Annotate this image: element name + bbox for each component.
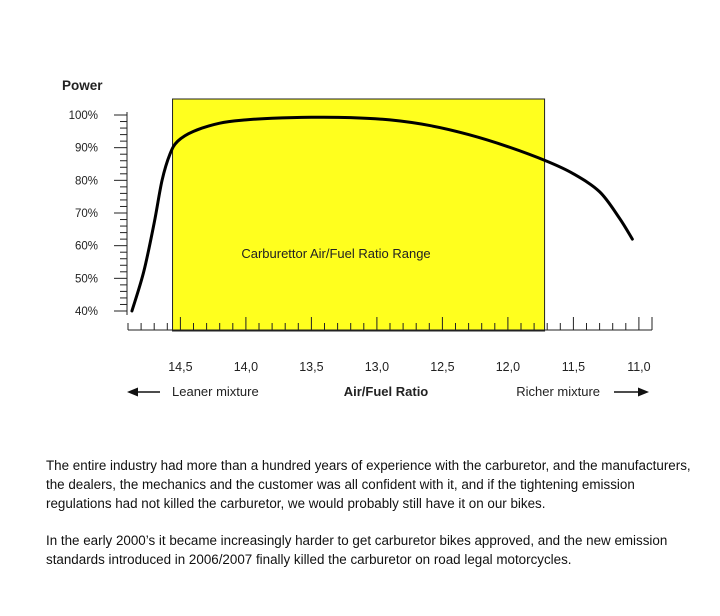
y-tick-label: 60% — [75, 241, 98, 253]
x-tick-label: 12,5 — [430, 360, 454, 374]
x-tick-label: 11,0 — [627, 360, 650, 374]
left-arrow-head-icon — [127, 387, 138, 397]
power-curve-layer — [130, 115, 634, 313]
x-tick-label: 14,5 — [168, 360, 192, 374]
body-paragraph-1: The entire industry had more than a hund… — [46, 458, 691, 511]
band-label: Carburettor Air/Fuel Ratio Range — [241, 246, 430, 261]
x-tick-label: 11,5 — [562, 360, 585, 374]
x-tick-label: 13,5 — [299, 360, 323, 374]
carburettor-range-band — [172, 98, 546, 332]
x-tick-label: 12,0 — [496, 360, 520, 374]
right-arrow-head-icon — [638, 387, 649, 397]
power-curve-line — [130, 115, 634, 313]
chart-text-layer: 100% 90% 80% 70% 60% 50% 40% 14,5 14,0 13,5 13,0 12… — [62, 78, 651, 399]
leaner-mixture-annotation: Leaner mixture — [172, 384, 259, 399]
richer-mixture-annotation: Richer mixture — [516, 384, 600, 399]
x-tick-label: 13,0 — [365, 360, 389, 374]
y-tick-label: 50% — [75, 273, 98, 285]
y-tick-label: 100% — [69, 110, 98, 122]
carburettor-range-band-layer — [172, 98, 546, 332]
y-tick-label: 40% — [75, 306, 98, 318]
y-tick-label: 70% — [75, 208, 98, 220]
body-paragraph-2: In the early 2000’s it became increasing… — [46, 533, 668, 567]
y-axis-title: Power — [62, 78, 103, 93]
air-fuel-power-chart: 100% 90% 80% 70% 60% 50% 40% 14,5 14,0 13,5 13,0 12… — [62, 78, 653, 399]
y-tick-label: 90% — [75, 143, 98, 155]
axes-layer — [114, 112, 653, 397]
x-axis-title: Air/Fuel Ratio — [344, 384, 429, 399]
x-tick-label: 14,0 — [234, 360, 258, 374]
y-tick-label: 80% — [75, 175, 98, 187]
